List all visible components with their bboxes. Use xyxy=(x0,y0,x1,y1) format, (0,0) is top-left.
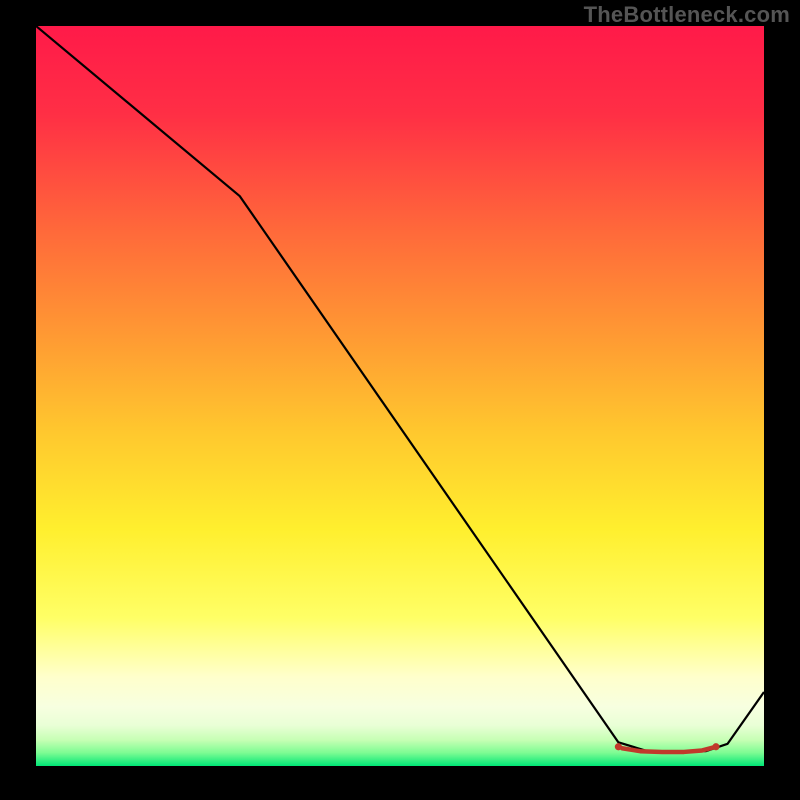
watermark-text: TheBottleneck.com xyxy=(584,2,790,28)
gradient-background xyxy=(36,26,764,766)
chart-svg xyxy=(36,26,764,766)
plot-frame xyxy=(36,26,764,766)
marker-end-dot xyxy=(615,743,622,750)
marker-end-dot xyxy=(712,743,719,750)
